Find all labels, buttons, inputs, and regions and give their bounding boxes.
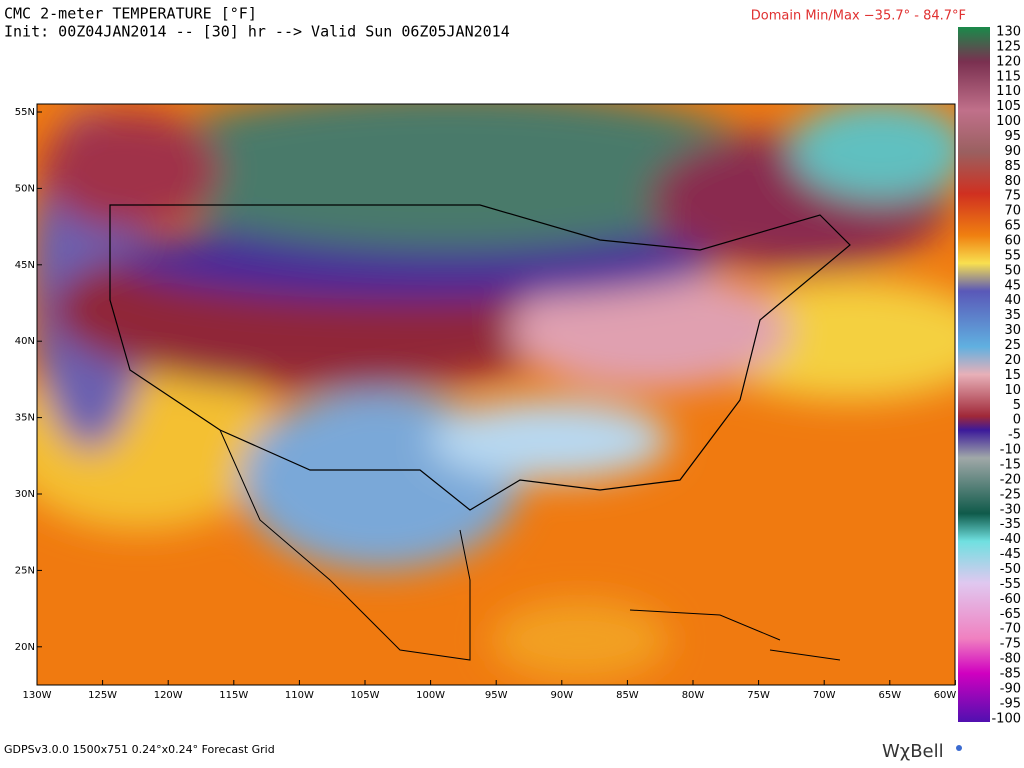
colorbar-label: -5 <box>1008 428 1021 443</box>
colorbar-label: 85 <box>1004 159 1021 174</box>
lon-label: 60W <box>934 690 957 701</box>
colorbar-label: -45 <box>1000 547 1021 562</box>
lon-label: 75W <box>747 690 770 701</box>
colorbar-label: 65 <box>1004 219 1021 234</box>
colorbar-label: 35 <box>1004 308 1021 323</box>
subtitle: Init: 00Z04JAN2014 -- [30] hr --> Valid … <box>4 23 510 41</box>
colorbar-label: 75 <box>1004 189 1021 204</box>
title: CMC 2-meter TEMPERATURE [°F] <box>4 5 257 23</box>
colorbar-label: 45 <box>1004 278 1021 293</box>
colorbar-label: -25 <box>1000 487 1021 502</box>
colorbar-label: -65 <box>1000 607 1021 622</box>
colorbar-label: -20 <box>1000 472 1021 487</box>
colorbar-label: 30 <box>1004 323 1021 338</box>
colorbar-label: 100 <box>996 114 1021 129</box>
lon-label: 65W <box>878 690 901 701</box>
lat-label: 20N <box>15 642 35 653</box>
colorbar-label: 70 <box>1004 204 1021 219</box>
lat-label: 45N <box>15 260 35 271</box>
lat-label: 30N <box>15 489 35 500</box>
domain-minmax: Domain Min/Max −35.7° - 84.7°F <box>751 9 966 24</box>
colorbar-label: -95 <box>1000 696 1021 711</box>
colorbar-label: 105 <box>996 99 1021 114</box>
lon-label: 130W <box>23 690 52 701</box>
lon-label: 105W <box>351 690 380 701</box>
lon-label: 110W <box>285 690 314 701</box>
colorbar-label: 90 <box>1004 144 1021 159</box>
colorbar-label: 50 <box>1004 263 1021 278</box>
colorbar-label: -80 <box>1000 652 1021 667</box>
lon-label: 125W <box>88 690 117 701</box>
lon-label: 90W <box>550 690 573 701</box>
colorbar-label: 0 <box>1013 413 1021 428</box>
map <box>37 104 955 685</box>
lon-label: 120W <box>154 690 183 701</box>
colorbar-label: 15 <box>1004 368 1021 383</box>
colorbar-label: 55 <box>1004 248 1021 263</box>
colorbar-label: 130 <box>996 25 1021 40</box>
lon-label: 70W <box>813 690 836 701</box>
colorbar-label: 40 <box>1004 293 1021 308</box>
colorbar-label: -50 <box>1000 562 1021 577</box>
colorbar-label: -70 <box>1000 622 1021 637</box>
colorbar-label: 60 <box>1004 234 1021 249</box>
colorbar-label: -15 <box>1000 457 1021 472</box>
colorbar <box>958 27 990 722</box>
colorbar-label: 5 <box>1013 398 1021 413</box>
brand-dot <box>956 745 962 751</box>
colorbar-label: -10 <box>1000 443 1021 458</box>
colorbar-label: -85 <box>1000 666 1021 681</box>
colorbar-label: -55 <box>1000 577 1021 592</box>
colorbar-label: -30 <box>1000 502 1021 517</box>
grid-info: GDPSv3.0.0 1500x751 0.24°x0.24° Forecast… <box>4 743 275 756</box>
colorbar-label: 25 <box>1004 338 1021 353</box>
lon-label: 100W <box>416 690 445 701</box>
colorbar-label: 120 <box>996 54 1021 69</box>
colorbar-label: -60 <box>1000 592 1021 607</box>
colorbar-label: -75 <box>1000 637 1021 652</box>
colorbar-label: -35 <box>1000 517 1021 532</box>
colorbar-label: 115 <box>996 69 1021 84</box>
lat-label: 35N <box>15 413 35 424</box>
colorbar-label: -100 <box>991 711 1021 726</box>
colorbar-label: 20 <box>1004 353 1021 368</box>
lon-label: 95W <box>485 690 508 701</box>
colorbar-label: 80 <box>1004 174 1021 189</box>
lat-label: 40N <box>15 336 35 347</box>
lon-label: 85W <box>616 690 639 701</box>
colorbar-label: 10 <box>1004 383 1021 398</box>
colorbar-label: 110 <box>996 84 1021 99</box>
brand: WχBell <box>882 741 944 762</box>
colorbar-label: -90 <box>1000 681 1021 696</box>
colorbar-label: 95 <box>1004 129 1021 144</box>
lat-label: 50N <box>15 183 35 194</box>
lon-label: 80W <box>682 690 705 701</box>
colorbar-label: -40 <box>1000 532 1021 547</box>
colorbar-label: 125 <box>996 39 1021 54</box>
lat-label: 55N <box>15 107 35 118</box>
lon-label: 115W <box>219 690 248 701</box>
lat-label: 25N <box>15 565 35 576</box>
